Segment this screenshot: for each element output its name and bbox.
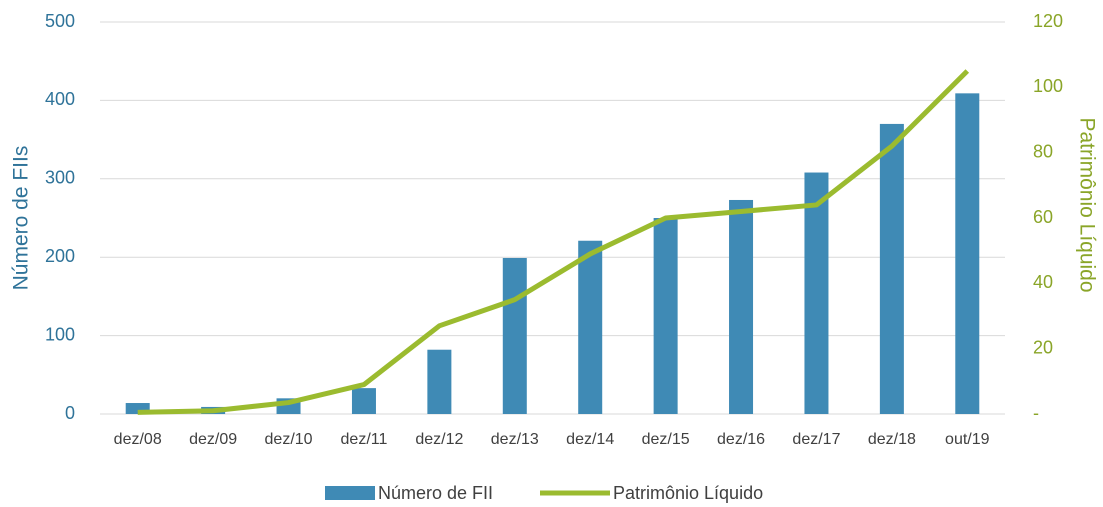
bar [125, 403, 150, 414]
bar [351, 388, 376, 414]
legend-swatch [325, 486, 375, 500]
x-tick-label: dez/12 [415, 431, 463, 448]
x-tick-label: dez/14 [566, 431, 614, 448]
x-tick-label: dez/09 [189, 431, 237, 448]
y-tick-label: 0 [65, 403, 75, 423]
y-tick-label: 400 [45, 89, 75, 109]
y-axis-label: Número de FIIs [10, 146, 33, 291]
y2-tick-label: 20 [1033, 337, 1053, 357]
bar [653, 218, 678, 414]
x-tick-label: out/19 [945, 431, 990, 448]
x-tick-label: dez/16 [717, 431, 765, 448]
y2-tick-label: 60 [1033, 207, 1053, 227]
bar [502, 257, 527, 414]
y2-tick-label: 120 [1033, 11, 1063, 31]
y-tick-label: 500 [45, 11, 75, 31]
y2-tick-label: 80 [1033, 141, 1053, 161]
y2-tick-label: 40 [1033, 272, 1053, 292]
y-tick-label: 200 [45, 246, 75, 266]
legend-label: Patrimônio Líquido [613, 483, 763, 503]
x-tick-label: dez/17 [792, 431, 840, 448]
x-tick-label: dez/15 [642, 431, 690, 448]
x-tick-label: dez/13 [491, 431, 539, 448]
y2-axis-label: Patrimônio Líquido [1075, 117, 1098, 292]
x-tick-label: dez/11 [341, 431, 388, 448]
line [137, 69, 970, 415]
x-tick-label: dez/18 [868, 431, 916, 448]
bar [427, 349, 452, 414]
y-tick-label: 300 [45, 168, 75, 188]
legend-label: Número de FII [378, 483, 493, 503]
y2-tick-label: 100 [1033, 76, 1063, 96]
bar [879, 123, 904, 415]
y-tick-label: 100 [45, 324, 75, 344]
bar [955, 93, 980, 415]
bar [729, 199, 754, 414]
x-tick-label: dez/10 [265, 431, 313, 448]
y2-tick-label: - [1033, 403, 1039, 423]
bar [578, 240, 603, 414]
x-tick-label: dez/08 [114, 431, 162, 448]
bar [804, 172, 829, 414]
